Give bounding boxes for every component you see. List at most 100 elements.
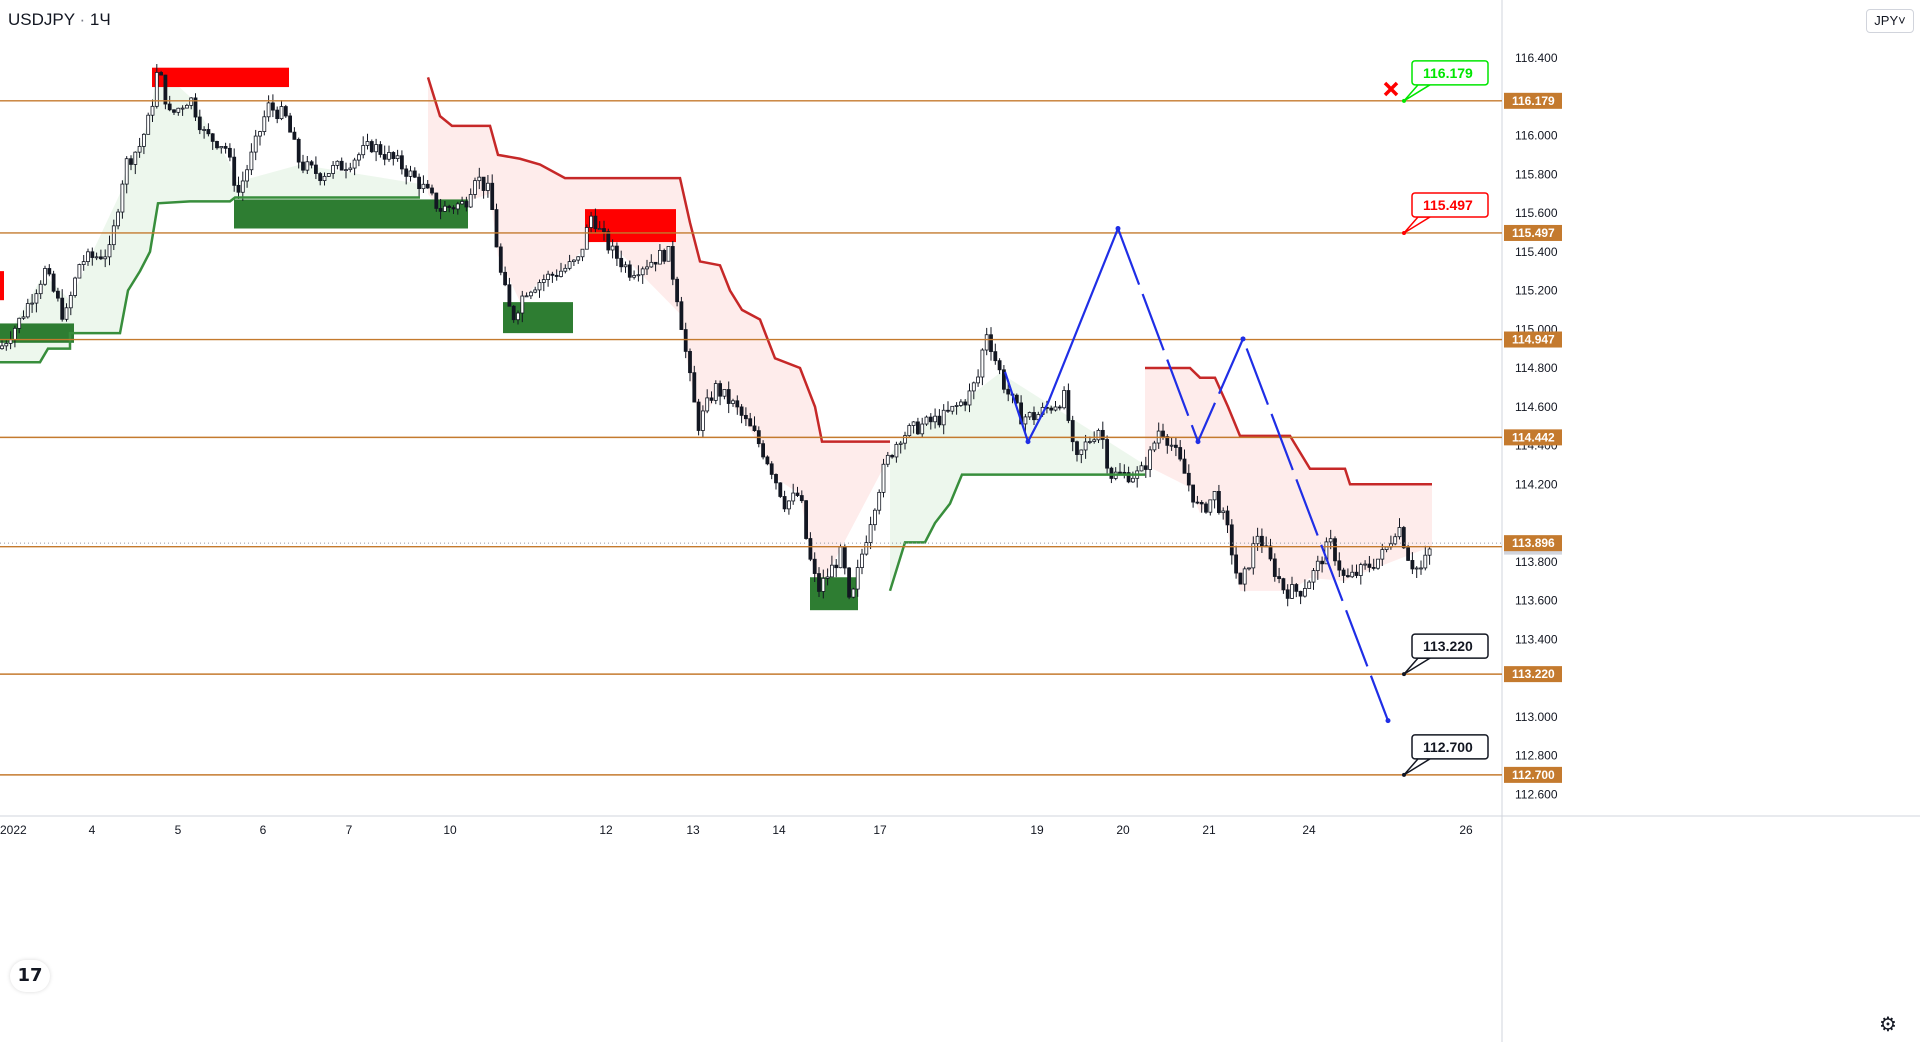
candle-body — [705, 397, 710, 412]
candle — [954, 402, 959, 415]
candle — [412, 167, 417, 179]
candle-body — [1303, 588, 1307, 597]
candle — [116, 208, 120, 230]
candle-body — [0, 345, 4, 350]
candle — [60, 289, 65, 322]
candle-body — [1315, 560, 1320, 572]
candle-body — [817, 573, 821, 592]
candle-body — [1105, 439, 1109, 469]
callout-pointer — [1403, 216, 1433, 234]
candle-body — [842, 546, 847, 569]
candle — [769, 461, 774, 480]
candle — [632, 270, 636, 280]
candle-body — [25, 303, 30, 318]
symbol-name: USDJPY — [8, 10, 75, 29]
candle — [301, 154, 305, 174]
candle — [253, 129, 258, 161]
candle — [206, 123, 211, 137]
currency-button[interactable]: JPY˅ — [1866, 9, 1914, 33]
gear-icon[interactable]: ⚙ — [1879, 1014, 1897, 1036]
candle — [442, 200, 447, 212]
candle-body — [180, 107, 185, 110]
candle-body — [937, 415, 942, 426]
candle-body — [253, 135, 258, 153]
candle-body — [1285, 589, 1290, 599]
candle-body — [1251, 543, 1256, 569]
candle-body — [1217, 491, 1221, 513]
candle-body — [898, 442, 903, 445]
zone-red-0 — [152, 67, 289, 88]
candle-body — [111, 225, 116, 246]
candle-body — [739, 406, 744, 416]
candle — [1027, 411, 1032, 420]
candle-body — [567, 261, 572, 269]
candle — [834, 559, 839, 578]
candle — [352, 157, 357, 176]
candle-body — [546, 273, 550, 280]
candle — [1212, 491, 1217, 509]
candle-body — [868, 524, 873, 543]
candle — [761, 440, 765, 460]
candle-body — [223, 146, 228, 149]
callout-box — [1411, 633, 1489, 659]
callout-anchor — [1402, 98, 1406, 103]
callout-anchor — [1402, 672, 1406, 677]
candle — [189, 97, 194, 110]
candle-body — [606, 231, 611, 251]
candle — [907, 423, 912, 438]
candle-body — [1281, 578, 1286, 591]
candle-body — [903, 435, 907, 444]
candle — [425, 180, 430, 189]
candle-body — [1092, 439, 1097, 442]
callout-pointer — [1403, 758, 1433, 776]
chevron-down-icon: ˅ — [1898, 13, 1906, 28]
candle — [718, 380, 722, 406]
candle-body — [219, 146, 224, 149]
candle-body — [249, 151, 254, 171]
candle — [374, 138, 379, 162]
candle — [688, 348, 692, 382]
candle — [1285, 584, 1290, 607]
candle-body — [193, 97, 198, 118]
candle — [1354, 564, 1359, 579]
y-tick-label: 115.200 — [1515, 284, 1558, 298]
candle — [30, 293, 35, 313]
candle-body — [769, 463, 774, 475]
candle-body — [1126, 472, 1131, 483]
x-tick-label: 7 — [346, 823, 353, 837]
candle — [885, 451, 890, 468]
candle — [1225, 505, 1230, 534]
candle — [335, 160, 340, 170]
currency-label: JPY — [1874, 13, 1899, 28]
candle — [1032, 406, 1036, 425]
candle — [920, 417, 925, 438]
candle-body — [494, 209, 499, 248]
candle — [215, 140, 219, 150]
candle — [950, 405, 955, 415]
candle — [99, 249, 103, 261]
candle — [481, 176, 486, 199]
candle-body — [589, 215, 593, 228]
candle-body — [460, 201, 465, 205]
candle-body — [412, 170, 417, 178]
candle-body — [154, 72, 159, 107]
candle — [90, 247, 95, 266]
candle — [313, 156, 318, 180]
candle — [64, 303, 69, 322]
candle — [494, 203, 499, 248]
candle-body — [4, 343, 9, 347]
candle — [842, 544, 847, 575]
candle-body — [301, 161, 305, 171]
candle — [576, 256, 581, 264]
candle — [1423, 545, 1428, 571]
candle — [124, 156, 129, 194]
candle-body — [167, 103, 172, 111]
candle — [1204, 501, 1208, 514]
candle-body — [520, 295, 525, 314]
candle — [193, 93, 198, 122]
candle-body — [524, 295, 529, 298]
candle-body — [176, 107, 181, 113]
candle — [821, 569, 826, 599]
